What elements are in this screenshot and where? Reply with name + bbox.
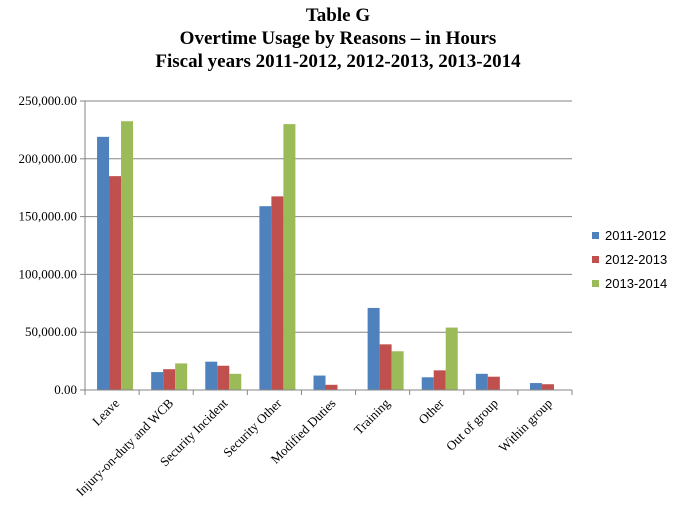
legend-label: 2011-2012 [605,228,666,243]
bar-2011-2012 [313,375,326,390]
bar-2011-2012 [529,383,542,390]
bar-2012-2013 [163,369,176,390]
y-axis-ticks: 0.00 50,000.00 100,000.00 150,000.00 200,000… [19,93,78,397]
y-tick-label: 0.00 [54,382,77,397]
gridlines [80,100,572,391]
bar-2012-2013 [217,365,230,390]
y-tick-label: 250,000.00 [19,93,78,108]
chart-title: Table G Overtime Usage by Reasons – in H… [0,4,676,73]
y-tick-label: 150,000.00 [19,209,78,224]
bar-2011-2012 [97,136,110,390]
bar-2012-2013 [541,384,554,390]
bar-2013-2014 [391,351,404,390]
axes [84,101,573,395]
x-tick-label: Other [415,395,447,427]
bar-2011-2012 [421,377,434,390]
bars [97,121,554,391]
legend-label: 2012-2013 [605,252,667,267]
legend-label: 2013-2014 [605,276,667,291]
bar-2013-2014 [175,363,188,390]
y-tick-label: 200,000.00 [19,151,78,166]
x-tick-label: Within group [496,396,556,456]
bar-2012-2013 [433,370,446,390]
bar-2012-2013 [109,176,122,390]
x-tick-label: Out of group [443,396,501,454]
bar-2013-2014 [445,327,458,390]
y-tick-label: 50,000.00 [25,324,77,339]
x-tick-label: Training [351,395,393,437]
bar-2012-2013 [325,384,338,390]
bar-2013-2014 [121,121,134,390]
legend: 2011-2012 2012-2013 2013-2014 [592,228,667,291]
bar-2011-2012 [205,361,218,390]
bar-2011-2012 [259,206,272,390]
x-tick-label: Leave [89,395,122,428]
y-tick-label: 100,000.00 [19,266,78,281]
title-line-2: Overtime Usage by Reasons – in Hours [179,28,497,49]
bar-2011-2012 [151,372,164,390]
bar-2011-2012 [475,373,488,390]
legend-swatch [592,232,599,239]
legend-swatch [592,256,599,263]
x-tick-label: Injury-on-duty and WCB [73,395,177,499]
bar-2012-2013 [379,344,392,390]
bar-2013-2014 [283,124,296,391]
bar-2012-2013 [271,196,284,390]
legend-swatch [592,280,599,287]
title-line-1: Table G [305,5,371,26]
title-line-3: Fiscal years 2011-2012, 2012-2013, 2013-… [155,51,521,72]
bar-2013-2014 [229,373,242,390]
bar-2011-2012 [367,307,380,390]
bar-2012-2013 [487,376,500,390]
